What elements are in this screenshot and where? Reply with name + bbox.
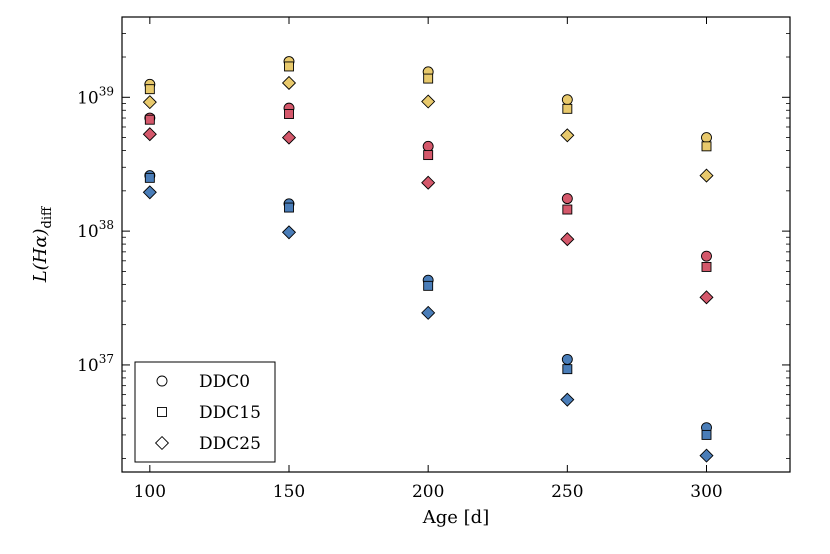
point-ddc25-250-s: [560, 392, 575, 407]
point-ddc25-200-l: [421, 94, 436, 109]
point-ddc0-250-l: [561, 94, 573, 106]
point-ddc25-250-m: [560, 232, 575, 247]
point-ddc25-150-s: [281, 225, 297, 240]
point-ddc0-250-m: [561, 193, 573, 205]
point-ddc15-150-l: [284, 61, 294, 72]
point-ddc25-150-l: [281, 75, 297, 90]
point-ddc15-300-l: [701, 141, 712, 152]
x-tick-label-150: 150: [273, 482, 305, 502]
point-ddc15-200-m: [423, 150, 434, 161]
plot-frame: [121, 16, 791, 473]
legend-marker-ddc25: [154, 435, 170, 451]
x-tick-label-100: 100: [134, 482, 166, 502]
legend-label-ddc25: DDC25: [199, 434, 261, 454]
point-ddc25-100-m: [142, 127, 157, 142]
point-ddc0-300-l: [701, 132, 712, 144]
legend-label-ddc0: DDC0: [199, 372, 250, 392]
point-ddc25-300-m: [699, 290, 714, 305]
legend: DDC0 DDC15 DDC25: [134, 361, 276, 463]
chart-labels: Age [d] L(Hα)diff: [30, 205, 489, 528]
y-axis-label-sub: diff: [40, 205, 55, 228]
point-ddc15-100-m: [144, 114, 155, 125]
chart-ticks: 100 150 200 250 300 1037 1038 1039: [77, 17, 790, 502]
point-ddc0-300-m: [701, 250, 712, 262]
point-ddc25-250-l: [560, 128, 575, 143]
point-ddc25-200-m: [421, 175, 436, 190]
point-ddc25-200-s: [421, 305, 436, 320]
point-ddc15-250-m: [562, 204, 573, 215]
point-ddc15-150-m: [284, 109, 294, 119]
y-tick-label-37: 1037: [77, 352, 114, 376]
legend-marker-ddc0: [156, 375, 168, 387]
y-axis-label-main: L(Hα): [30, 228, 51, 283]
x-tick-label-200: 200: [412, 482, 444, 502]
legend-marker-ddc15: [157, 407, 167, 417]
point-ddc15-100-l: [144, 84, 155, 95]
point-ddc15-300-s: [701, 429, 712, 440]
point-ddc25-100-s: [142, 185, 157, 200]
point-ddc15-100-s: [144, 172, 155, 183]
legend-label-ddc15: DDC15: [199, 403, 261, 423]
y-tick-label-39: 1039: [77, 84, 114, 108]
point-ddc15-200-s: [423, 280, 434, 291]
point-ddc15-200-l: [423, 73, 434, 84]
point-ddc25-300-s: [699, 448, 714, 463]
y-tick-label-38: 1038: [77, 218, 114, 242]
point-ddc15-250-s: [562, 364, 573, 375]
point-ddc25-150-m: [281, 130, 297, 145]
point-ddc0-250-s: [561, 353, 573, 365]
point-ddc15-250-l: [562, 103, 573, 114]
x-axis-label: Age [d]: [422, 507, 489, 528]
point-ddc15-150-s: [284, 202, 294, 213]
x-tick-label-300: 300: [690, 482, 722, 502]
chart-marks: [142, 56, 714, 463]
point-ddc15-300-m: [701, 261, 712, 272]
x-tick-label-250: 250: [551, 482, 583, 502]
point-ddc0-200-m: [422, 140, 434, 152]
y-axis-label: L(Hα)diff: [30, 205, 55, 283]
chart-axes: [121, 16, 791, 473]
point-ddc25-100-l: [142, 95, 157, 110]
point-ddc25-300-l: [699, 168, 714, 183]
